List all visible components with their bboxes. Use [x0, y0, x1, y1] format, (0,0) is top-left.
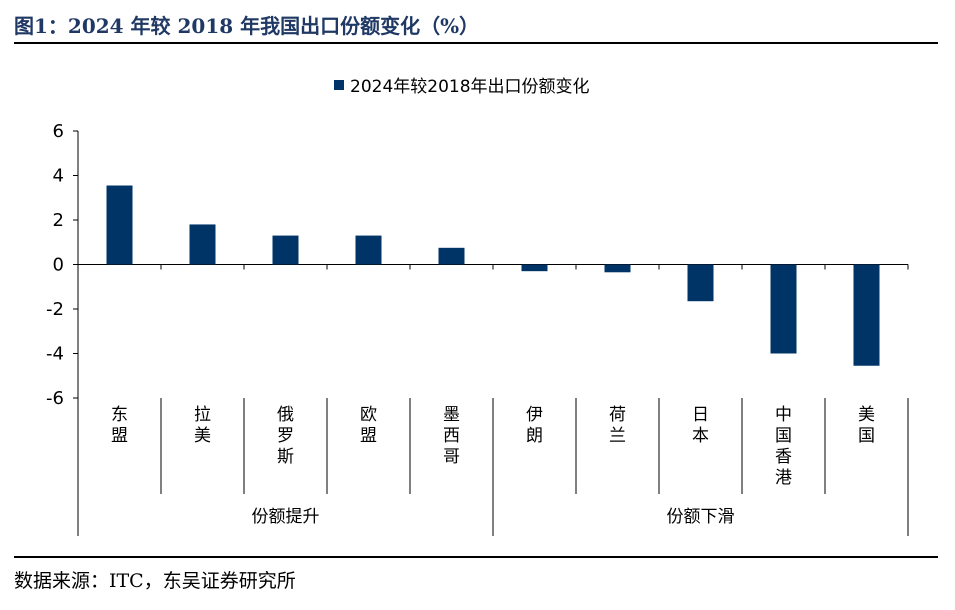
bottom-rule: [14, 556, 938, 558]
bar-2: [189, 224, 216, 265]
y-tick-label: 4: [53, 166, 64, 187]
y-tick-label: -4: [46, 344, 64, 365]
bar-5: [438, 247, 465, 265]
category-label: 东盟: [111, 405, 128, 446]
legend-label: 2024年较2018年出口份额变化: [350, 77, 590, 97]
y-tick-label: 2: [53, 210, 64, 231]
bar-7: [604, 264, 631, 273]
category-label: 美国: [858, 405, 875, 446]
bar-8: [687, 264, 714, 302]
category-label: 拉美: [194, 405, 211, 446]
bar-6: [521, 264, 548, 272]
category-label: 俄罗斯: [277, 405, 294, 467]
group-label: 份额提升: [252, 507, 320, 527]
category-label: 欧盟: [360, 405, 377, 446]
y-tick-label: -2: [46, 299, 64, 320]
figure-title: 图1：2024 年较 2018 年我国出口份额变化（%）: [14, 14, 480, 38]
legend-swatch: [334, 80, 344, 90]
category-label: 墨西哥: [443, 405, 460, 467]
category-label: 日本: [692, 405, 709, 446]
y-tick-label: -6: [46, 388, 64, 409]
bar-10: [853, 264, 880, 366]
category-label: 荷兰: [609, 405, 626, 446]
source-note: 数据来源：ITC，东吴证券研究所: [14, 570, 296, 592]
bar-4: [355, 235, 382, 265]
bar-9: [770, 264, 797, 354]
category-label: 伊朗: [526, 405, 543, 446]
bar-3: [272, 235, 299, 265]
top-rule: [14, 42, 938, 44]
bar-1: [106, 185, 133, 265]
category-label: 中国香港: [775, 405, 792, 488]
group-label: 份额下滑: [667, 507, 735, 527]
y-tick-label: 6: [53, 121, 64, 142]
y-tick-label: 0: [53, 255, 64, 276]
